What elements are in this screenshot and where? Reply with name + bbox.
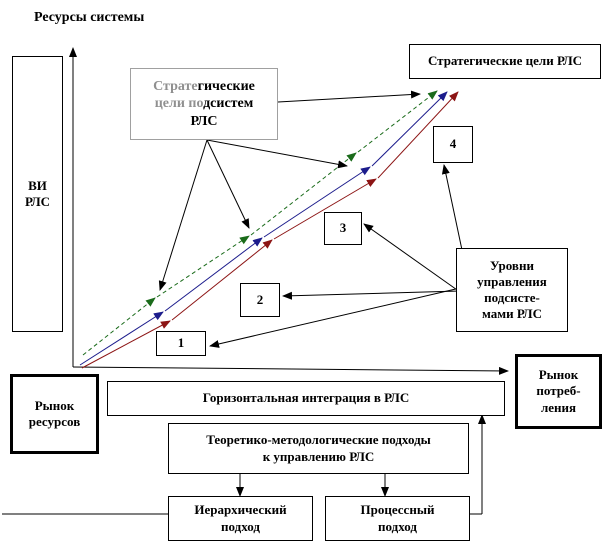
blue-trajectory <box>79 91 448 366</box>
level-1-box: 1 <box>156 331 206 356</box>
vi-rls-label: ВИ РЛС <box>24 177 51 209</box>
subsystem-goals-part2-gray: цели по <box>154 96 204 112</box>
level-3-label: 3 <box>339 220 347 236</box>
horizontal-integration-label: Горизонтальная интеграция в РЛС <box>202 390 410 406</box>
level-4-box: 4 <box>433 126 473 163</box>
level-1-label: 1 <box>177 335 185 351</box>
strategic-goals-label: Стратегические цели РЛС <box>427 53 583 69</box>
level-3-box: 3 <box>324 212 362 245</box>
subsystem-goal-arrows <box>158 90 421 291</box>
theoretical-approaches-box: Теоретико-методологические подходы к упр… <box>168 423 469 474</box>
horizontal-integration-box: Горизонтальная интеграция в РЛС <box>107 381 505 416</box>
theoretical-approaches-label: Теоретико-методологические подходы к упр… <box>206 432 431 464</box>
subsystem-goals-part1-black: гические <box>197 78 255 94</box>
level-4-label: 4 <box>449 136 457 152</box>
process-approach-box: Процессный подход <box>325 496 470 541</box>
level-arrows <box>209 164 463 348</box>
level-2-box: 2 <box>240 283 280 317</box>
subsystem-goals-part3: РЛС <box>190 113 218 129</box>
subsystem-goals-part2-black: дсистем <box>203 96 254 112</box>
hierarchical-approach-box: Иерархический подход <box>168 496 313 541</box>
management-levels-box: Уровни управления подсисте- мами РЛС <box>456 248 568 332</box>
level-2-label: 2 <box>256 291 264 307</box>
consumer-market-box: Рынок потреб- ления <box>515 354 602 429</box>
subsystem-goals-part1-gray: Страте <box>153 78 198 94</box>
red-trajectory <box>81 91 459 369</box>
management-levels-label: Уровни управления подсисте- мами РЛС <box>477 257 547 322</box>
subsystem-goals-box: Стратегические цели подсистем РЛС <box>130 68 278 140</box>
x-axis <box>72 366 509 375</box>
consumer-market-label: Рынок потреб- ления <box>536 367 581 415</box>
resources-axis-label: Ресурсы системы <box>34 10 145 25</box>
hierarchical-approach-label: Иерархический подход <box>194 502 287 534</box>
bottom-connectors <box>2 414 486 515</box>
vi-rls-box: ВИ РЛС <box>12 56 63 332</box>
process-approach-label: Процессный подход <box>360 502 435 534</box>
resource-market-label: Рынок ресурсов <box>28 397 81 429</box>
strategic-goals-box: Стратегические цели РЛС <box>409 44 601 79</box>
resource-market-box: Рынок ресурсов <box>10 374 99 454</box>
green-trajectory <box>82 90 438 356</box>
